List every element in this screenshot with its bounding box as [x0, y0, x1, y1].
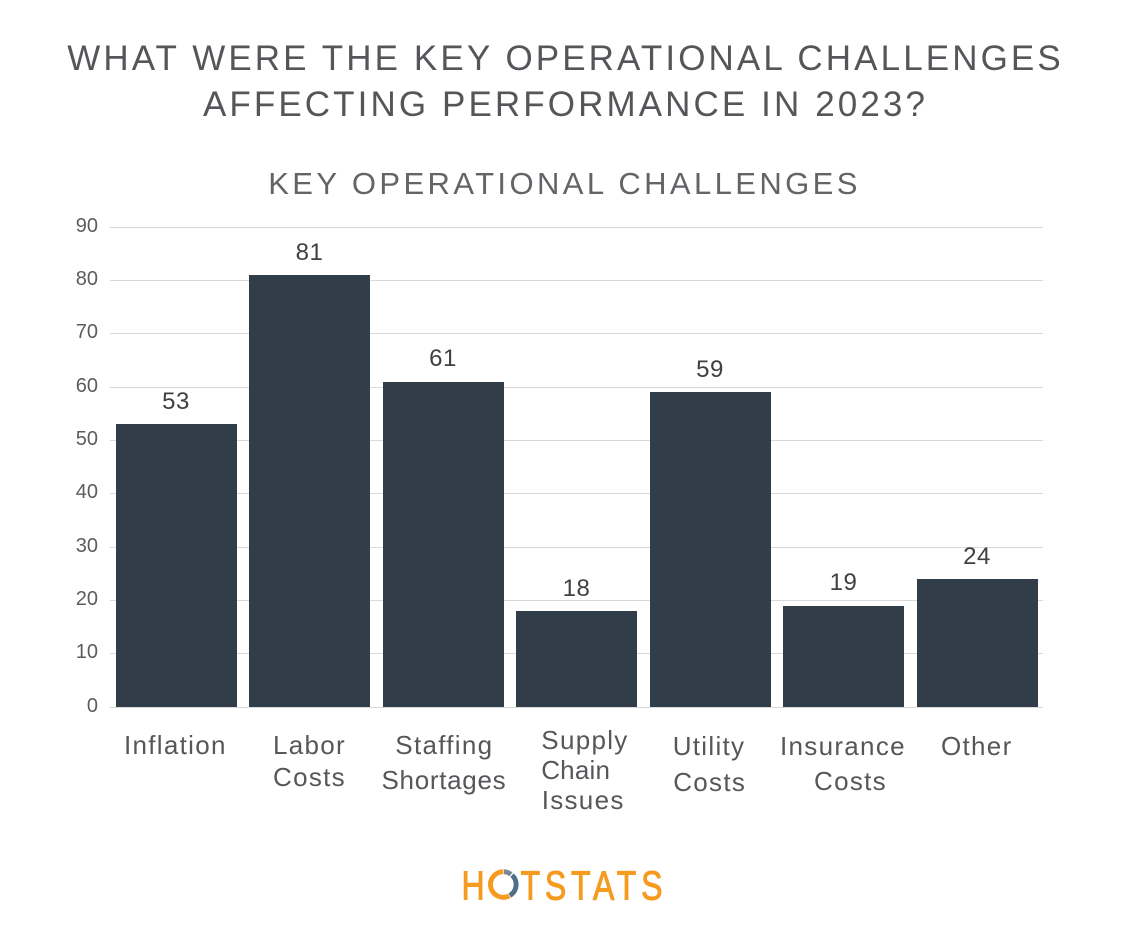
svg-text:H: H — [461, 863, 484, 908]
svg-text:TSTATS: TSTATS — [521, 863, 668, 908]
